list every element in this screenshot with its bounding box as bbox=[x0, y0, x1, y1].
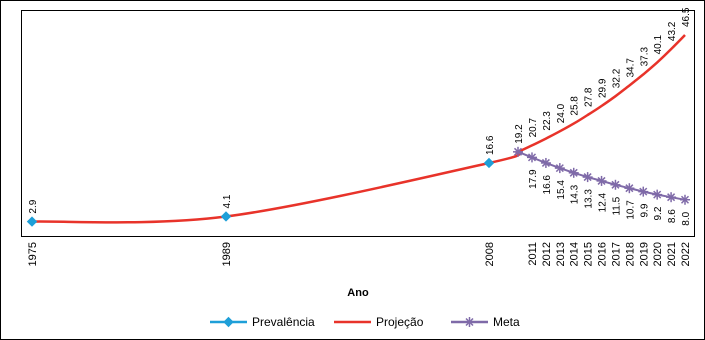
data-label-meta-2022: 8.0 bbox=[681, 211, 692, 225]
data-label-projecao-2017: 32.2 bbox=[612, 68, 623, 88]
x-tick-label-2021: 2021 bbox=[666, 242, 678, 266]
data-label-meta-2018: 10.7 bbox=[625, 200, 636, 220]
data-label-meta-2012: 16.6 bbox=[542, 175, 553, 195]
data-label-projecao-2020: 40.1 bbox=[653, 34, 664, 54]
data-label-meta-2020: 9.2 bbox=[653, 206, 664, 220]
meta-marker-2014 bbox=[568, 167, 579, 178]
x-tick-label-2019: 2019 bbox=[638, 242, 650, 266]
x-axis-tick-labels: 1975 1989 2008 2011 2012 2013 2014 2015 2016 2017… bbox=[27, 242, 692, 266]
data-label-meta-2013: 15.4 bbox=[556, 180, 567, 200]
data-label-projecao-2012: 22.3 bbox=[542, 111, 553, 131]
prevalencia-marker-1975 bbox=[26, 216, 38, 227]
x-tick-label-2012: 2012 bbox=[541, 242, 553, 266]
legend-label: Prevalência bbox=[252, 315, 315, 329]
x-tick-label-2017: 2017 bbox=[611, 242, 623, 266]
meta-marker-2015 bbox=[582, 172, 593, 183]
x-tick-label-2020: 2020 bbox=[652, 242, 664, 266]
meta-marker-2020 bbox=[652, 189, 663, 200]
x-tick-label-1989: 1989 bbox=[221, 242, 233, 266]
x-tick-label-2022: 2022 bbox=[680, 242, 692, 266]
data-label-prevalencia-1975: 2.9 bbox=[28, 199, 39, 213]
data-label-projecao-2018: 34.7 bbox=[625, 58, 636, 78]
x-tick-label-2018: 2018 bbox=[624, 242, 636, 266]
legend-diamond-icon bbox=[223, 316, 234, 328]
legend-label: Meta bbox=[493, 315, 520, 329]
data-label-meta-2016: 12.4 bbox=[598, 192, 609, 212]
x-tick-label-2016: 2016 bbox=[597, 242, 609, 266]
x-tick-label-2013: 2013 bbox=[555, 242, 567, 266]
data-labels: 2.9 4.1 16.6 19.2 20.7 22.3 24.0 25.8 27.8 29.932… bbox=[28, 7, 692, 226]
x-tick-label-2014: 2014 bbox=[569, 242, 581, 266]
plot-area-border bbox=[21, 10, 695, 237]
meta-marker-2017 bbox=[610, 179, 621, 190]
data-label-meta-2011: 17.9 bbox=[528, 169, 539, 189]
meta-marker-2016 bbox=[596, 175, 607, 186]
meta-marker-2019 bbox=[638, 186, 649, 197]
meta-marker-2010 bbox=[513, 146, 523, 157]
x-tick-label-2015: 2015 bbox=[583, 242, 595, 266]
x-tick-label-2011: 2011 bbox=[527, 242, 539, 266]
meta-marker-2018 bbox=[624, 183, 635, 194]
legend: Prevalência Projeção Meta bbox=[210, 315, 520, 329]
data-label-projecao-2016: 29.9 bbox=[598, 78, 609, 98]
x-tick-label-2008: 2008 bbox=[484, 242, 496, 266]
data-label-projecao-2010: 19.2 bbox=[514, 124, 525, 144]
data-label-prevalencia-2008: 16.6 bbox=[485, 135, 496, 155]
legend-star-icon bbox=[464, 317, 475, 327]
series-line-projecao bbox=[31, 34, 686, 224]
data-label-projecao-2014: 25.8 bbox=[570, 96, 581, 116]
x-tick-label-1975: 1975 bbox=[27, 242, 39, 266]
data-label-meta-2015: 13.3 bbox=[584, 189, 595, 209]
prevalencia-marker-1989 bbox=[220, 211, 232, 222]
data-label-meta-2014: 14.3 bbox=[570, 184, 581, 204]
data-label-prevalencia-1989: 4.1 bbox=[222, 194, 233, 208]
meta-marker-2011 bbox=[527, 152, 537, 163]
meta-marker-2022 bbox=[680, 194, 690, 205]
series-markers bbox=[26, 146, 690, 227]
meta-marker-2013 bbox=[554, 163, 565, 174]
x-axis-title: Ano bbox=[347, 287, 369, 299]
legend-item-1: Projeção bbox=[334, 315, 424, 329]
legend-item-2: Meta bbox=[451, 315, 520, 329]
data-label-projecao-2022: 46.5 bbox=[681, 7, 692, 27]
data-label-meta-2017: 11.5 bbox=[612, 196, 623, 215]
data-label-projecao-2021: 43.2 bbox=[667, 21, 678, 41]
data-label-meta-2021: 8.6 bbox=[667, 209, 678, 223]
data-label-projecao-2015: 27.8 bbox=[584, 87, 595, 107]
meta-marker-2012 bbox=[540, 157, 551, 168]
legend-item-0: Prevalência bbox=[210, 315, 315, 329]
meta-marker-2021 bbox=[666, 192, 677, 203]
data-label-projecao-2013: 24.0 bbox=[556, 103, 567, 123]
data-label-projecao-2019: 37.3 bbox=[639, 46, 650, 66]
legend-label: Projeção bbox=[376, 315, 424, 329]
data-label-meta-2019: 9.9 bbox=[639, 203, 650, 217]
data-label-projecao-2011: 20.7 bbox=[528, 117, 539, 137]
prevalencia-marker-2008 bbox=[483, 157, 495, 169]
